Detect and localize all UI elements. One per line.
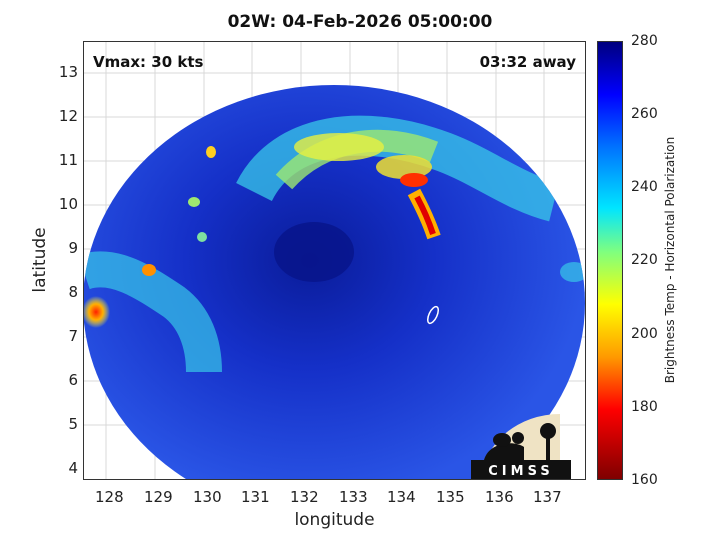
brightness-map: CIMSS [84,42,585,479]
y-axis-label: latitude [30,227,50,293]
y-tick: 10 [58,195,78,213]
colorbar-tick: 160 [631,472,658,488]
y-tick: 11 [58,151,78,169]
cimss-logo-text: CIMSS [488,464,553,479]
y-tick: 6 [68,371,78,389]
x-tick: 136 [485,488,514,506]
y-tick: 13 [58,63,78,81]
colorbar-tick: 200 [631,326,658,342]
map-plot-area: CIMSS [83,41,586,480]
time-away-label: 03:32 away [479,53,576,71]
y-tick: 9 [68,239,78,257]
x-tick: 131 [241,488,270,506]
y-tick: 7 [68,327,78,345]
x-tick: 128 [95,488,124,506]
x-tick: 137 [533,488,562,506]
x-tick: 132 [290,488,319,506]
x-axis-label: longitude [294,510,375,530]
y-tick: 5 [68,415,78,433]
plot-title: 02W: 04-Feb-2026 05:00:00 [227,12,493,32]
colorbar-tick: 260 [631,106,658,122]
colorbar-tick: 280 [631,33,658,49]
x-tick: 133 [339,488,368,506]
x-tick: 130 [193,488,222,506]
colorbar-tick: 180 [631,399,658,415]
colorbar-tick: 240 [631,179,658,195]
x-tick: 135 [436,488,465,506]
brightness-field [84,85,585,479]
y-tick: 4 [68,459,78,477]
center-marker [426,305,440,325]
colorbar [597,41,623,480]
y-tick: 8 [68,283,78,301]
y-tick: 12 [58,107,78,125]
cimss-logo: CIMSS [471,413,571,479]
vmax-label: Vmax: 30 kts [93,53,204,71]
colorbar-label: Brightness Temp - Horizontal Polarizatio… [663,136,677,384]
x-tick: 129 [144,488,173,506]
x-tick: 134 [387,488,416,506]
colorbar-tick: 220 [631,252,658,268]
